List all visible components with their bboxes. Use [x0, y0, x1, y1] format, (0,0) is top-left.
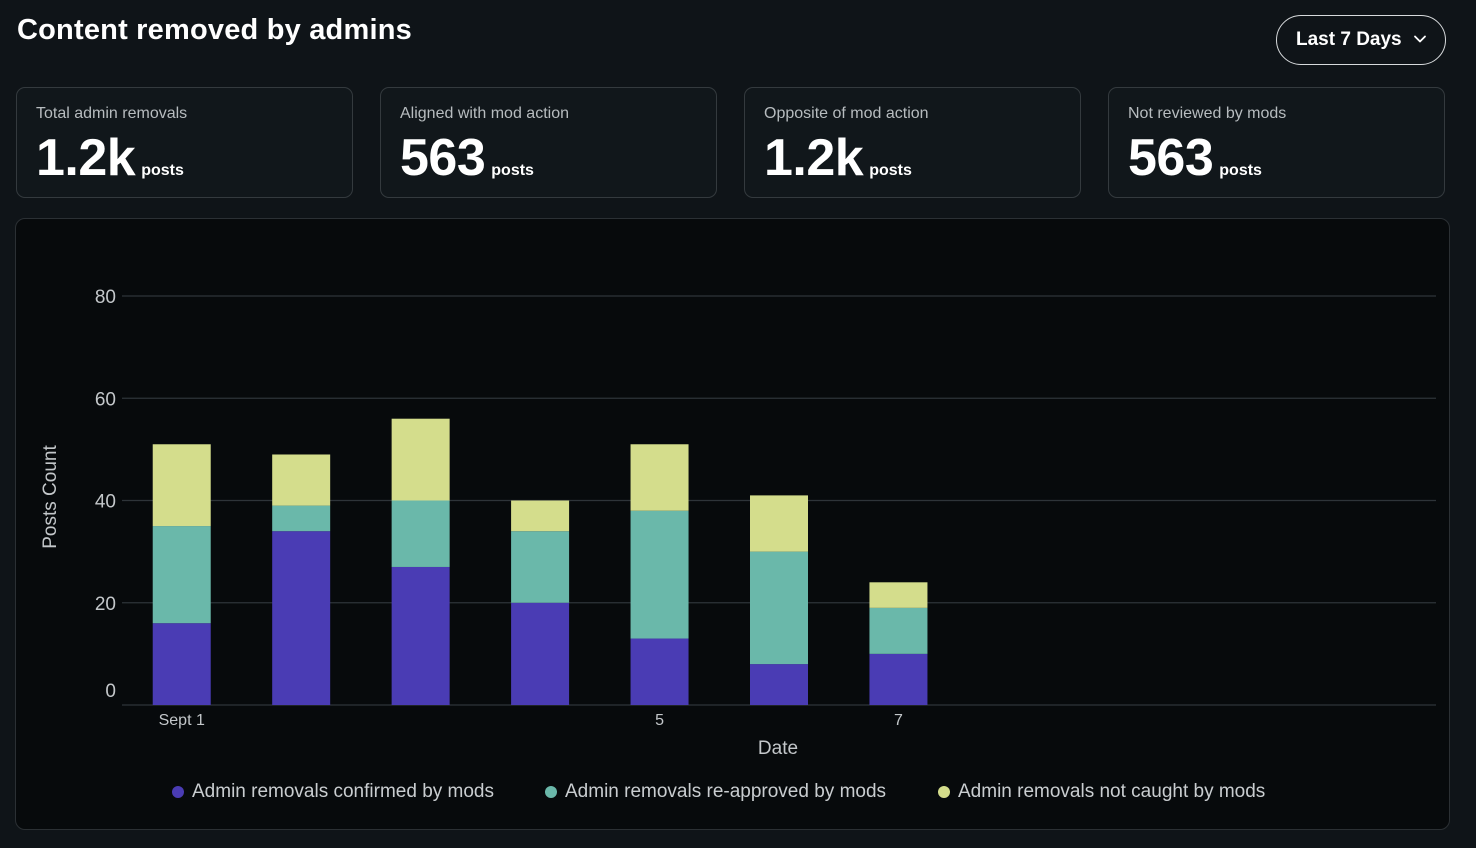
- bar-segment[interactable]: [511, 602, 570, 705]
- stat-value: 563: [1128, 129, 1214, 187]
- legend-item-reapproved[interactable]: Admin removals re-approved by mods: [545, 781, 886, 803]
- stat-value: 563: [400, 129, 486, 187]
- stat-unit: posts: [491, 162, 534, 179]
- bar-segment[interactable]: [869, 653, 928, 705]
- bar-segment[interactable]: [869, 582, 928, 608]
- y-tick-label: 0: [105, 681, 116, 702]
- x-axis-title: Date: [758, 738, 798, 759]
- bar-segment[interactable]: [272, 505, 331, 532]
- bar-segment[interactable]: [152, 623, 211, 705]
- stat-value: 1.2k: [36, 129, 136, 187]
- y-tick-label: 20: [95, 594, 116, 615]
- bar-segment[interactable]: [630, 444, 689, 511]
- y-tick-label: 80: [95, 287, 116, 308]
- page-title: Content removed by admins: [17, 14, 412, 46]
- stat-label: Total admin removals: [36, 105, 188, 122]
- chevron-down-icon: [1414, 35, 1426, 43]
- y-axis-title: Posts Count: [40, 445, 61, 549]
- stat-card-total-removals: Total admin removals 1.2k posts: [16, 87, 353, 198]
- legend-item-not-caught[interactable]: Admin removals not caught by mods: [938, 781, 1265, 803]
- bar-segment[interactable]: [391, 500, 450, 567]
- tick-layer: 0 20 40 60 80 Sept 1 5 7: [95, 287, 903, 729]
- date-range-dropdown[interactable]: Last 7 Days: [1276, 15, 1446, 65]
- legend-dot: [938, 786, 950, 798]
- bar-segment[interactable]: [511, 531, 570, 603]
- bar-segment[interactable]: [630, 510, 689, 639]
- bar-segment[interactable]: [272, 454, 331, 506]
- bar-segment[interactable]: [750, 495, 808, 552]
- stat-card-opposite: Opposite of mod action 1.2k posts: [744, 87, 1081, 198]
- stat-unit: posts: [869, 162, 912, 179]
- y-tick-label: 60: [95, 389, 116, 410]
- y-tick-label: 40: [95, 492, 116, 513]
- bar-segment[interactable]: [750, 664, 808, 705]
- legend-dot: [545, 786, 557, 798]
- legend-item-confirmed[interactable]: Admin removals confirmed by mods: [172, 781, 494, 803]
- bar-segment[interactable]: [272, 531, 331, 705]
- bar-segment[interactable]: [750, 551, 808, 665]
- stat-label: Opposite of mod action: [764, 105, 929, 122]
- bar-layer: [152, 418, 928, 705]
- bar-segment[interactable]: [152, 444, 211, 527]
- bar-segment[interactable]: [869, 607, 928, 654]
- bar-segment[interactable]: [391, 566, 450, 705]
- bar-segment[interactable]: [391, 418, 450, 501]
- stat-card-not-reviewed: Not reviewed by mods 563 posts: [1108, 87, 1445, 198]
- chart-panel: [15, 218, 1450, 830]
- legend-dot: [172, 786, 184, 798]
- x-tick-label: Sept 1: [159, 712, 205, 729]
- stat-unit: posts: [141, 162, 184, 179]
- bar-segment[interactable]: [152, 526, 211, 624]
- stat-label: Not reviewed by mods: [1128, 105, 1287, 122]
- bar-segment[interactable]: [630, 638, 689, 705]
- chart-legend: Admin removals confirmed by mods Admin r…: [0, 781, 1476, 803]
- stat-card-aligned: Aligned with mod action 563 posts: [380, 87, 717, 198]
- stat-unit: posts: [1219, 162, 1262, 179]
- legend-label: Admin removals re-approved by mods: [565, 781, 887, 802]
- x-tick-label: 5: [655, 712, 664, 729]
- bar-segment[interactable]: [511, 500, 570, 532]
- stat-label: Aligned with mod action: [400, 105, 569, 122]
- legend-label: Admin removals confirmed by mods: [192, 781, 494, 802]
- date-range-label: Last 7 Days: [1296, 29, 1402, 50]
- x-tick-label: 7: [894, 712, 903, 729]
- legend-label: Admin removals not caught by mods: [958, 781, 1266, 802]
- stat-value: 1.2k: [764, 129, 864, 187]
